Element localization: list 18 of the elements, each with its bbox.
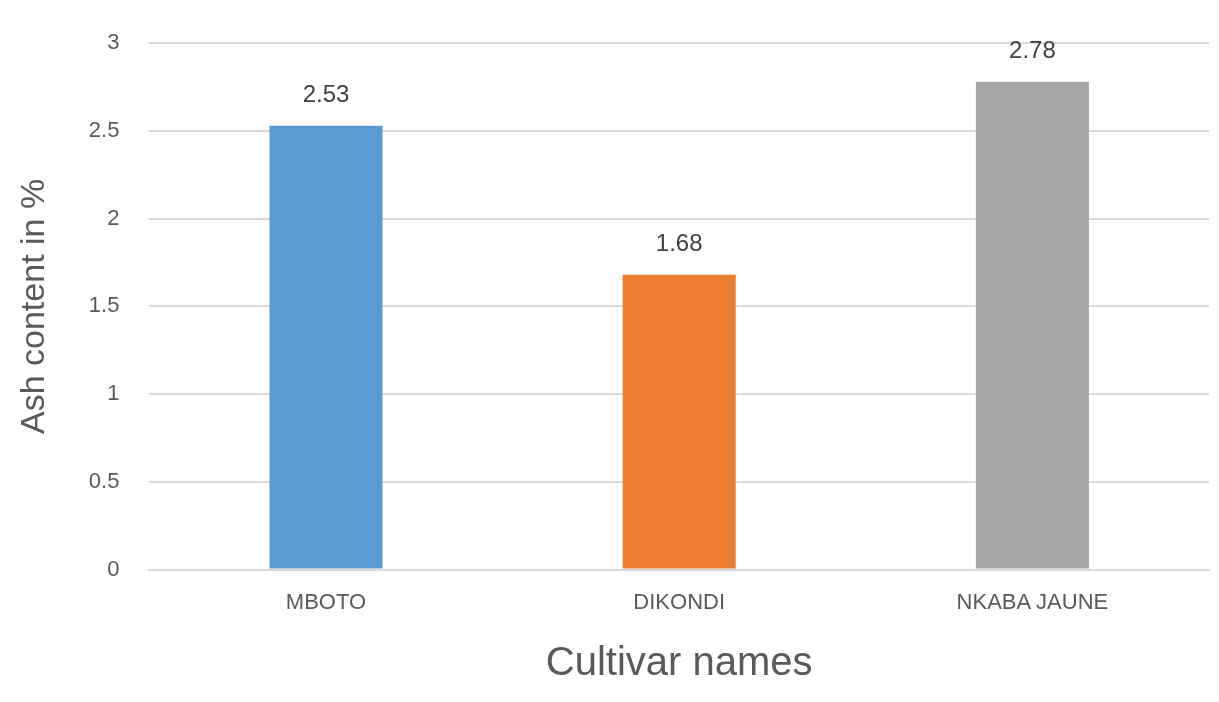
x-tick-label: MBOTO	[285, 588, 367, 614]
data-label: 2.53	[302, 80, 350, 108]
y-tick-label: 2.5	[88, 117, 120, 142]
data-label: 1.68	[655, 229, 703, 257]
y-tick-label: 2	[107, 204, 120, 230]
y-tick-label: 3	[107, 29, 120, 55]
y-tick-label: 1.5	[88, 292, 120, 318]
y-axis-title: Ash content in %	[12, 178, 51, 434]
y-tick-label: 0.5	[88, 467, 120, 493]
x-tick-label: DIKONDI	[633, 588, 726, 614]
bar	[269, 125, 383, 569]
data-label: 2.78	[1009, 36, 1056, 64]
y-tick-label: 1	[107, 380, 120, 406]
y-tick-label: 0	[107, 555, 120, 581]
x-tick-label: NKABA JAUNE	[956, 588, 1109, 614]
x-axis-title: Cultivar names	[545, 639, 813, 684]
bar	[622, 274, 736, 569]
bar	[975, 81, 1089, 569]
